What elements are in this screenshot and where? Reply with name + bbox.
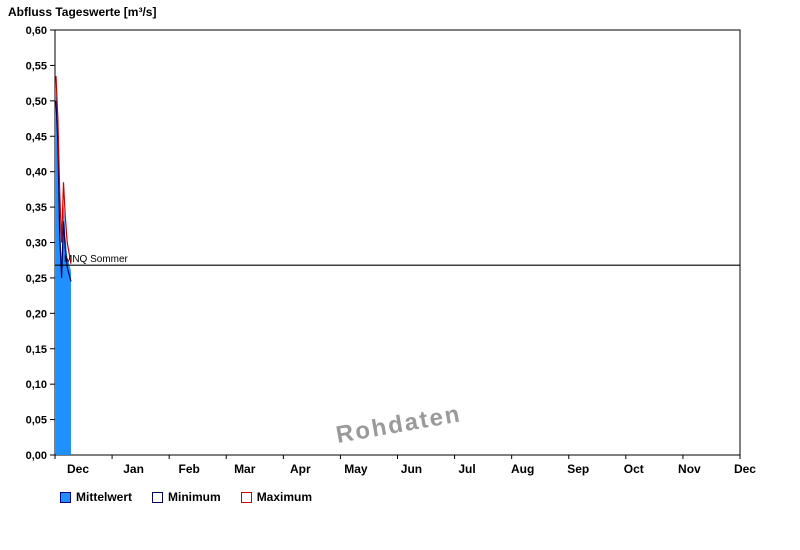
- mittelwert-swatch-icon: [60, 491, 71, 503]
- x-month-label: Aug: [511, 462, 534, 476]
- y-tick-label: 0,00: [26, 450, 47, 462]
- x-month-label: Sep: [567, 462, 589, 476]
- y-tick-label: 0,40: [26, 167, 47, 179]
- x-month-label: Jul: [458, 462, 475, 476]
- legend-item-minimum[interactable]: Minimum: [152, 490, 221, 504]
- plot-border: [54, 29, 741, 456]
- watermark: Rohdaten: [334, 400, 463, 449]
- x-month-label: Mar: [234, 462, 256, 476]
- legend: Mittelwert Minimum Maximum: [60, 490, 312, 504]
- x-month-label: Oct: [624, 462, 644, 476]
- y-tick-label: 0,60: [26, 25, 47, 37]
- y-tick-label: 0,20: [26, 308, 47, 320]
- x-month-label: Dec: [67, 462, 89, 476]
- x-month-label: May: [344, 462, 368, 476]
- x-month-label: Jun: [401, 462, 422, 476]
- y-tick-label: 0,25: [26, 273, 47, 285]
- legend-item-mittelwert[interactable]: Mittelwert: [60, 490, 132, 504]
- mean-area: [56, 86, 71, 456]
- y-tick-label: 0,05: [26, 415, 47, 427]
- x-month-label: Apr: [290, 462, 311, 476]
- x-month-label: Dec: [734, 462, 756, 476]
- y-tick-label: 0,10: [26, 379, 47, 391]
- y-tick-label: 0,55: [26, 60, 47, 72]
- y-tick-label: 0,50: [26, 96, 47, 108]
- min-line: [55, 100, 72, 282]
- x-month-label: Feb: [178, 462, 199, 476]
- legend-item-maximum[interactable]: Maximum: [240, 490, 313, 504]
- legend-label: Maximum: [256, 490, 313, 504]
- x-month-label: Jan: [123, 462, 144, 476]
- chart-title: Abfluss Tageswerte [m³/s]: [8, 5, 157, 19]
- legend-label: Mittelwert: [76, 490, 133, 504]
- legend-label: Minimum: [168, 490, 221, 504]
- max-line: [55, 76, 72, 264]
- minimum-swatch-icon: [152, 491, 164, 503]
- y-tick-label: 0,15: [26, 344, 47, 356]
- y-tick-label: 0,45: [26, 131, 47, 143]
- y-tick-label: 0,35: [26, 202, 47, 214]
- y-tick-label: 0,30: [26, 238, 47, 250]
- x-month-label: Nov: [678, 462, 701, 476]
- maximum-swatch-icon: [240, 491, 252, 503]
- mnq-line-label: MNQ Sommer: [64, 254, 129, 265]
